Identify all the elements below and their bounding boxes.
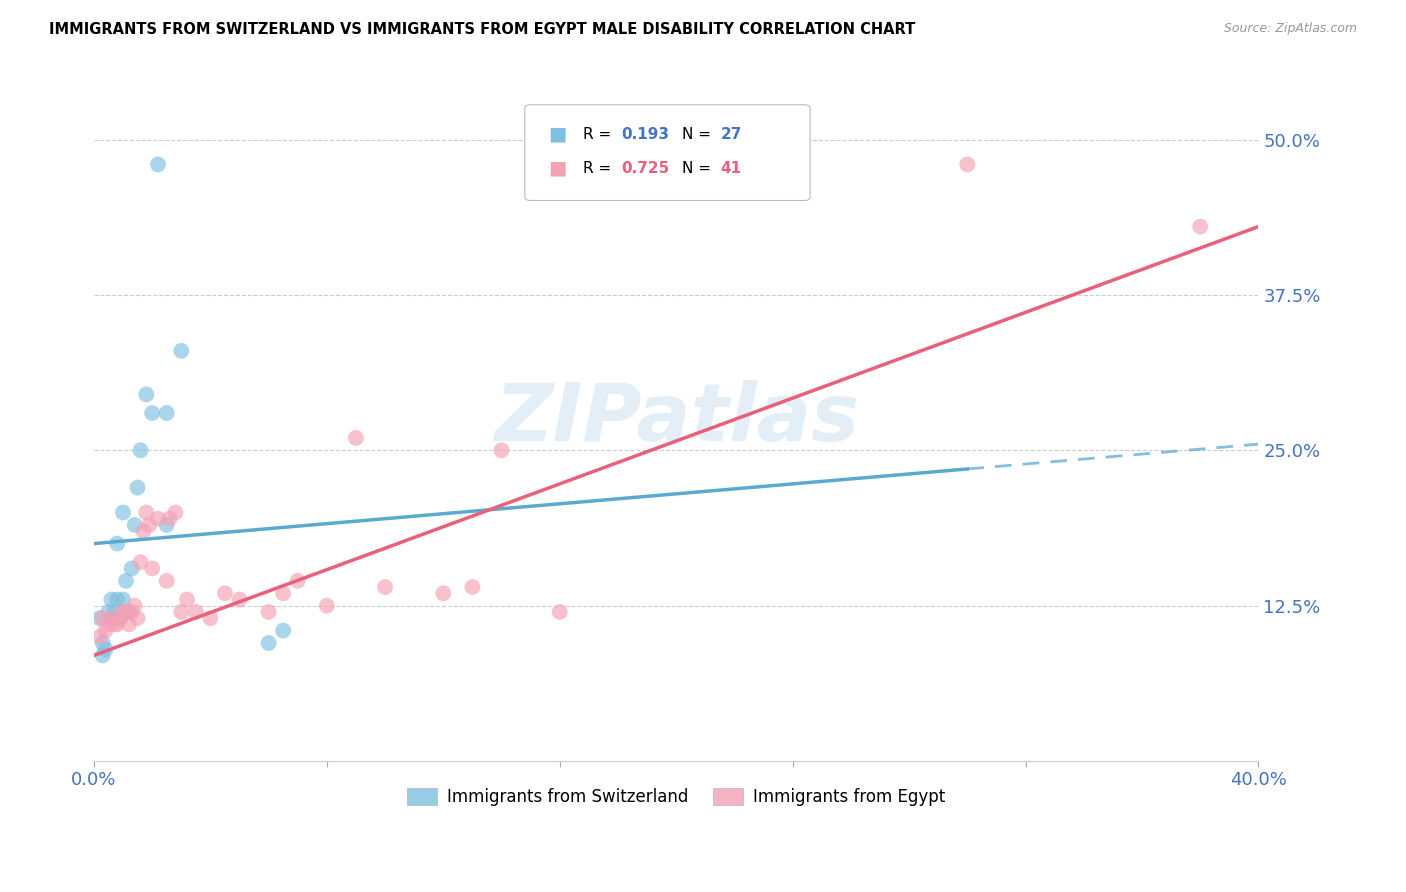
Point	[159, 511, 181, 525]
Point	[124, 517, 146, 532]
Point	[105, 536, 128, 550]
Point	[97, 605, 120, 619]
Point	[127, 481, 149, 495]
Point	[94, 642, 117, 657]
Text: N =: N =	[682, 161, 716, 176]
Point	[105, 617, 128, 632]
Point	[176, 592, 198, 607]
Point	[287, 574, 309, 588]
Point	[170, 605, 193, 619]
Point	[121, 561, 143, 575]
Legend: Immigrants from Switzerland, Immigrants from Egypt: Immigrants from Switzerland, Immigrants …	[398, 780, 953, 814]
Point	[91, 648, 114, 663]
Point	[103, 617, 125, 632]
Point	[170, 343, 193, 358]
Point	[228, 592, 250, 607]
Point	[156, 517, 179, 532]
Text: ZIPatlas: ZIPatlas	[494, 380, 859, 458]
Text: 0.725: 0.725	[621, 161, 669, 176]
Point	[100, 592, 122, 607]
Point	[214, 586, 236, 600]
Point	[115, 574, 138, 588]
Point	[374, 580, 396, 594]
Point	[138, 517, 160, 532]
Point	[100, 611, 122, 625]
Text: IMMIGRANTS FROM SWITZERLAND VS IMMIGRANTS FROM EGYPT MALE DISABILITY CORRELATION: IMMIGRANTS FROM SWITZERLAND VS IMMIGRANT…	[49, 22, 915, 37]
Point	[257, 636, 280, 650]
Point	[344, 431, 367, 445]
FancyBboxPatch shape	[524, 104, 810, 201]
Point	[129, 443, 152, 458]
Point	[548, 605, 571, 619]
Point	[165, 506, 187, 520]
Point	[146, 157, 169, 171]
Point	[89, 630, 111, 644]
Point	[112, 592, 135, 607]
Text: R =: R =	[583, 161, 616, 176]
Point	[115, 605, 138, 619]
Point	[127, 611, 149, 625]
Point	[124, 599, 146, 613]
Text: 0.193: 0.193	[621, 127, 669, 142]
Point	[132, 524, 155, 538]
Point	[315, 599, 337, 613]
Point	[91, 611, 114, 625]
Point	[200, 611, 222, 625]
Point	[89, 611, 111, 625]
Point	[121, 605, 143, 619]
Point	[103, 605, 125, 619]
Point	[156, 574, 179, 588]
Point	[135, 387, 157, 401]
Text: 41: 41	[720, 161, 741, 176]
Point	[91, 636, 114, 650]
Point	[156, 406, 179, 420]
Point	[956, 157, 979, 171]
Point	[491, 443, 513, 458]
Point	[97, 617, 120, 632]
Point	[141, 561, 163, 575]
Point	[129, 555, 152, 569]
Point	[141, 406, 163, 420]
Point	[118, 617, 141, 632]
Point	[146, 511, 169, 525]
Point	[112, 605, 135, 619]
Text: Source: ZipAtlas.com: Source: ZipAtlas.com	[1223, 22, 1357, 36]
Point	[108, 611, 131, 625]
Point	[105, 592, 128, 607]
Point	[135, 506, 157, 520]
Text: N =: N =	[682, 127, 716, 142]
Text: R =: R =	[583, 127, 616, 142]
Point	[100, 611, 122, 625]
Point	[1189, 219, 1212, 234]
Text: ■: ■	[548, 125, 567, 144]
Text: ■: ■	[548, 159, 567, 178]
Point	[108, 611, 131, 625]
Point	[257, 605, 280, 619]
Text: 27: 27	[720, 127, 742, 142]
Point	[271, 586, 294, 600]
Point	[271, 624, 294, 638]
Point	[432, 586, 454, 600]
Point	[94, 624, 117, 638]
Point	[112, 506, 135, 520]
Point	[461, 580, 484, 594]
Point	[184, 605, 207, 619]
Point	[118, 605, 141, 619]
